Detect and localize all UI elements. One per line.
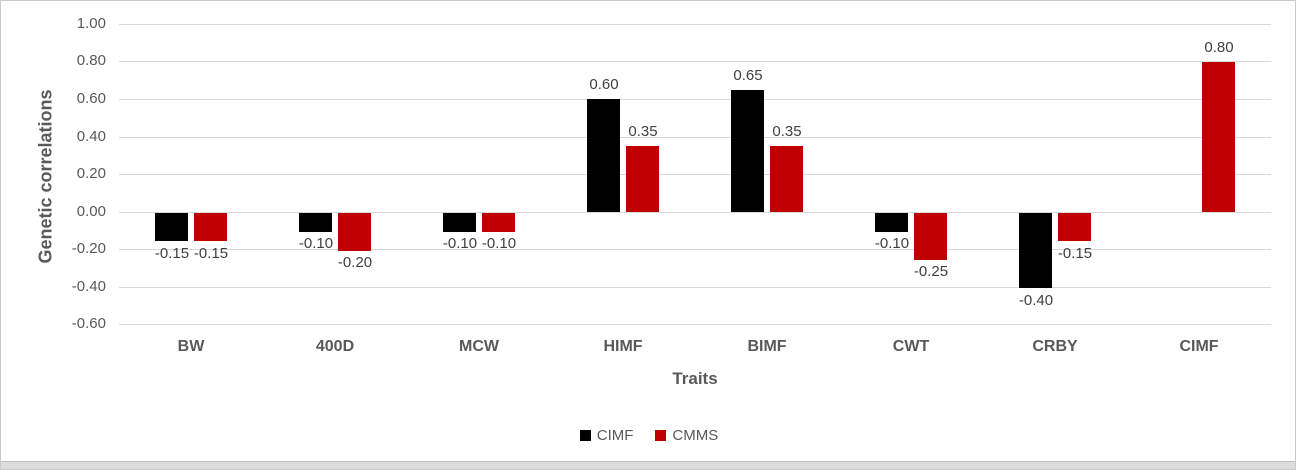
legend: CIMF CMMS	[1, 427, 1295, 444]
gridline	[119, 99, 1271, 100]
gridline	[119, 212, 1271, 213]
data-label-cmms-mcw: -0.10	[481, 235, 517, 252]
gridline	[119, 137, 1271, 138]
x-category-label-himf: HIMF	[603, 338, 643, 355]
data-label-cmms-crby: -0.15	[1057, 245, 1093, 262]
x-category-label-crby: CRBY	[1032, 338, 1078, 355]
data-label-cimf-bw: -0.15	[154, 245, 190, 262]
x-category-label-400d: 400D	[315, 338, 355, 355]
bar-cimf-himf[interactable]	[587, 99, 620, 212]
x-category-label-bimf: BIMF	[747, 338, 787, 355]
gridline	[119, 249, 1271, 250]
x-category-label-cimf: CIMF	[1179, 338, 1219, 355]
y-tick-label: 0.60	[76, 90, 106, 107]
bar-cimf-mcw[interactable]	[443, 213, 476, 232]
bar-cmms-cimf[interactable]	[1202, 62, 1235, 212]
gridline	[119, 324, 1271, 325]
data-label-cimf-bimf: 0.65	[733, 67, 763, 84]
bar-cimf-crby[interactable]	[1019, 213, 1052, 288]
data-label-cimf-mcw: -0.10	[442, 235, 478, 252]
bar-cimf-bw[interactable]	[155, 213, 188, 241]
legend-label-cimf: CIMF	[596, 427, 634, 444]
data-label-cimf-400d: -0.10	[298, 235, 334, 252]
legend-entry-cmms[interactable]: CMMS	[655, 427, 718, 444]
bar-cmms-bimf[interactable]	[770, 146, 803, 212]
gridline	[119, 174, 1271, 175]
y-tick-label: 1.00	[76, 15, 106, 32]
x-axis-title: Traits	[672, 369, 718, 388]
legend-label-cmms: CMMS	[672, 427, 719, 444]
legend-swatch-cmms	[655, 430, 667, 441]
y-tick-label: -0.40	[71, 278, 106, 295]
legend-swatch-cimf	[579, 430, 591, 441]
data-label-cmms-himf: 0.35	[628, 123, 658, 140]
x-category-label-cwt: CWT	[892, 338, 930, 355]
data-label-cimf-himf: 0.60	[589, 76, 619, 93]
bar-cmms-mcw[interactable]	[482, 213, 515, 232]
data-label-cmms-cwt: -0.25	[913, 263, 949, 280]
x-category-label-bw: BW	[177, 338, 205, 355]
y-tick-label: 0.40	[76, 128, 106, 145]
bar-cmms-cwt[interactable]	[914, 213, 947, 260]
data-label-cmms-bw: -0.15	[193, 245, 229, 262]
x-category-label-mcw: MCW	[459, 338, 499, 355]
data-label-cmms-400d: -0.20	[337, 254, 373, 271]
data-label-cimf-cwt: -0.10	[874, 235, 910, 252]
bar-cimf-cwt[interactable]	[875, 213, 908, 232]
y-tick-label: 0.20	[76, 165, 106, 182]
y-tick-label: 0.00	[76, 203, 106, 220]
bar-cmms-400d[interactable]	[338, 213, 371, 251]
y-tick-label: 0.80	[76, 52, 106, 69]
gridline	[119, 24, 1271, 25]
data-label-cmms-cimf: 0.80	[1204, 39, 1234, 56]
data-label-cimf-crby: -0.40	[1018, 292, 1054, 309]
gridline	[119, 287, 1271, 288]
bar-cimf-400d[interactable]	[299, 213, 332, 232]
bar-cimf-bimf[interactable]	[731, 90, 764, 212]
bottom-gray-strip	[1, 461, 1295, 469]
data-label-cmms-bimf: 0.35	[772, 123, 802, 140]
bar-cmms-himf[interactable]	[626, 146, 659, 212]
gridline	[119, 61, 1271, 62]
bar-cmms-crby[interactable]	[1058, 213, 1091, 241]
y-tick-label: -0.60	[71, 315, 106, 332]
legend-entry-cimf[interactable]: CIMF	[579, 427, 634, 444]
bar-cmms-bw[interactable]	[194, 213, 227, 241]
y-tick-label: -0.20	[71, 240, 106, 257]
